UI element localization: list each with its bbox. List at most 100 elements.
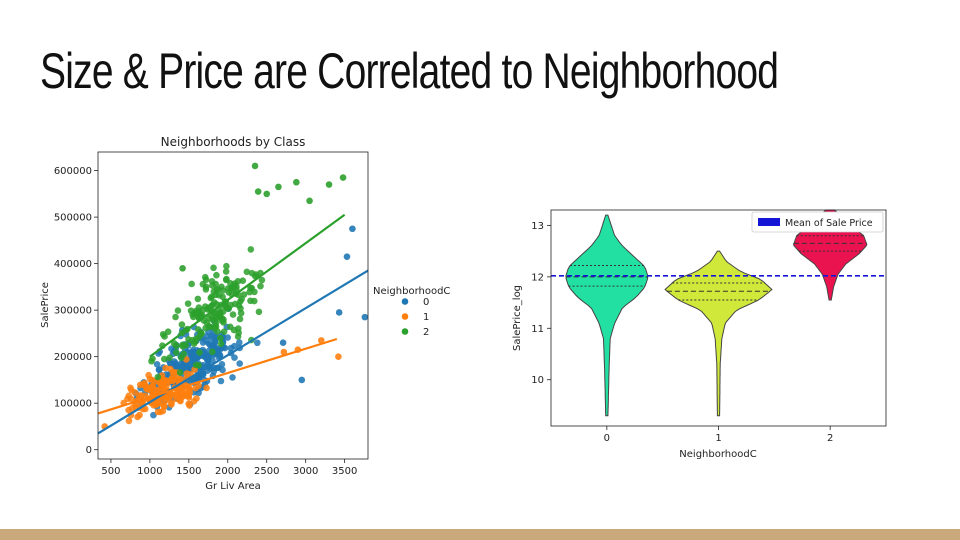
series-2-point xyxy=(216,311,224,318)
scatter-y-tick-label: 100000 xyxy=(54,399,92,410)
series-2-point xyxy=(254,188,262,195)
series-2-point xyxy=(179,264,186,272)
series-1-point xyxy=(173,392,180,400)
series-2-point xyxy=(178,321,186,328)
series-2-point xyxy=(159,330,167,338)
scatter-x-axis-label: Gr Liv Area xyxy=(205,481,261,492)
series-1-point xyxy=(127,395,135,403)
violin-x-axis-label: NeighborhoodC xyxy=(679,449,756,460)
series-0-point xyxy=(343,253,351,260)
violin-1-body xyxy=(664,250,773,417)
series-2-point xyxy=(190,340,198,348)
series-2-point xyxy=(233,283,240,291)
series-2-point xyxy=(212,319,220,326)
series-1-point xyxy=(167,401,175,408)
series-2-point xyxy=(164,328,172,336)
series-2-point xyxy=(247,246,255,253)
series-2-point xyxy=(293,178,300,186)
violin-y-tick-label: 11 xyxy=(531,324,544,335)
series-2-point xyxy=(220,328,228,336)
series-2-point xyxy=(202,324,209,332)
series-2-point xyxy=(154,373,162,381)
slide-title: Size & Price are Correlated to Neighborh… xyxy=(40,43,779,99)
series-1-point xyxy=(146,375,154,383)
series-0-point xyxy=(155,366,163,374)
scatter-x-tick-label: 3500 xyxy=(332,466,357,477)
series-2-point xyxy=(170,340,178,347)
violin-0-body xyxy=(565,214,649,417)
series-0-point xyxy=(335,309,343,316)
footer-bar xyxy=(0,529,960,540)
series-2-point xyxy=(251,162,259,170)
scatter-x-tick-label: 1500 xyxy=(176,466,201,477)
series-1-point xyxy=(147,385,154,393)
series-2-point xyxy=(184,300,192,307)
series-2-point xyxy=(258,276,266,284)
legend-marker-1 xyxy=(401,313,409,320)
series-1-point xyxy=(128,386,135,394)
series-0-point xyxy=(298,376,306,384)
scatter-y-tick-label: 300000 xyxy=(54,306,92,317)
scatter-plot-frame xyxy=(97,151,369,460)
scatter-legend: NeighborhoodC 0 1 2 xyxy=(373,286,450,338)
legend-marker-0 xyxy=(401,298,409,305)
series-0-point xyxy=(205,353,212,360)
series-2-regression-line xyxy=(149,213,346,358)
series-1-point xyxy=(150,402,157,409)
series-1-point xyxy=(154,408,162,416)
violin-x-tick-label: 1 xyxy=(715,433,721,444)
series-2-point xyxy=(255,308,263,316)
series-2-point xyxy=(325,181,333,188)
series-1-point xyxy=(181,392,189,399)
series-2-point xyxy=(216,334,224,342)
series-2-point xyxy=(196,349,203,356)
series-2-point xyxy=(210,264,217,272)
series-2-point xyxy=(238,295,245,303)
series-0-point xyxy=(229,374,236,381)
series-1-point xyxy=(125,406,132,414)
series-2-point xyxy=(166,354,173,361)
series-2-point xyxy=(222,276,230,284)
series-0-point xyxy=(253,339,261,347)
series-1-point xyxy=(203,384,210,392)
series-2-point xyxy=(190,313,197,321)
series-0-point xyxy=(217,377,225,385)
series-1-regression-line xyxy=(97,337,338,415)
series-2-point xyxy=(224,285,232,292)
series-0-point xyxy=(235,339,243,346)
violin-x-tick-label: 2 xyxy=(827,433,833,444)
scatter-x-tick-label: 500 xyxy=(101,466,120,477)
series-0-point xyxy=(279,339,287,347)
series-0-point xyxy=(218,361,226,368)
series-2-point xyxy=(217,340,225,347)
series-2-point xyxy=(204,304,212,312)
scatter-y-tick-label: 500000 xyxy=(54,213,92,224)
series-2-point xyxy=(239,277,247,284)
violin-legend: Mean of Sale Price xyxy=(751,211,884,233)
series-1-point xyxy=(192,384,199,392)
series-1-point xyxy=(183,356,190,363)
violin-legend-frame xyxy=(751,211,884,233)
series-2-point xyxy=(202,276,210,283)
series-1-point xyxy=(317,337,325,344)
series-2-point xyxy=(236,315,244,323)
series-2-point xyxy=(227,301,235,309)
series-2-point xyxy=(234,333,242,340)
violin-y-axis-label: SalePrice_log xyxy=(512,285,523,351)
series-2-point xyxy=(213,271,220,279)
series-0-regression-line xyxy=(97,269,369,435)
violin-y-tick-label: 10 xyxy=(531,375,544,386)
legend-label-0: 0 xyxy=(423,297,429,308)
series-1-point xyxy=(136,381,144,389)
series-1-point xyxy=(190,398,198,405)
scatter-chart: Neighborhoods by Class 500 1000 1500 2000 25… xyxy=(40,135,450,492)
mean-legend-swatch xyxy=(758,218,780,226)
scatter-title: Neighborhoods by Class xyxy=(161,135,306,149)
series-2-points xyxy=(148,162,347,381)
series-2-point xyxy=(199,306,206,314)
series-2-point xyxy=(173,349,180,356)
series-2-point xyxy=(198,330,205,337)
violin-0 xyxy=(565,214,649,417)
scatter-y-axis-label: SalePrice xyxy=(40,282,51,328)
